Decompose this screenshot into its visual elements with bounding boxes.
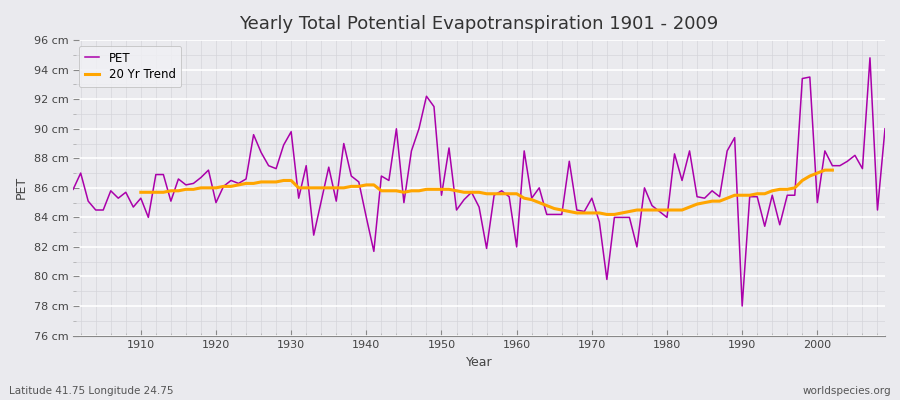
- Text: Latitude 41.75 Longitude 24.75: Latitude 41.75 Longitude 24.75: [9, 386, 174, 396]
- Line: 20 Yr Trend: 20 Yr Trend: [140, 170, 832, 214]
- Line: PET: PET: [73, 58, 885, 306]
- 20 Yr Trend: [293, 186, 304, 190]
- PET: [338, 141, 349, 146]
- 20 Yr Trend: [511, 191, 522, 196]
- PET: [128, 205, 139, 210]
- PET: [737, 304, 748, 308]
- PET: [504, 194, 515, 199]
- 20 Yr Trend: [504, 191, 515, 196]
- PET: [601, 277, 612, 282]
- 20 Yr Trend: [601, 212, 612, 217]
- X-axis label: Year: Year: [466, 356, 492, 369]
- PET: [865, 56, 876, 60]
- 20 Yr Trend: [338, 186, 349, 190]
- PET: [68, 187, 78, 192]
- Text: worldspecies.org: worldspecies.org: [803, 386, 891, 396]
- PET: [879, 126, 890, 131]
- Legend: PET, 20 Yr Trend: PET, 20 Yr Trend: [79, 46, 182, 87]
- Y-axis label: PET: PET: [15, 176, 28, 200]
- PET: [511, 244, 522, 249]
- PET: [293, 196, 304, 200]
- Title: Yearly Total Potential Evapotranspiration 1901 - 2009: Yearly Total Potential Evapotranspiratio…: [239, 15, 719, 33]
